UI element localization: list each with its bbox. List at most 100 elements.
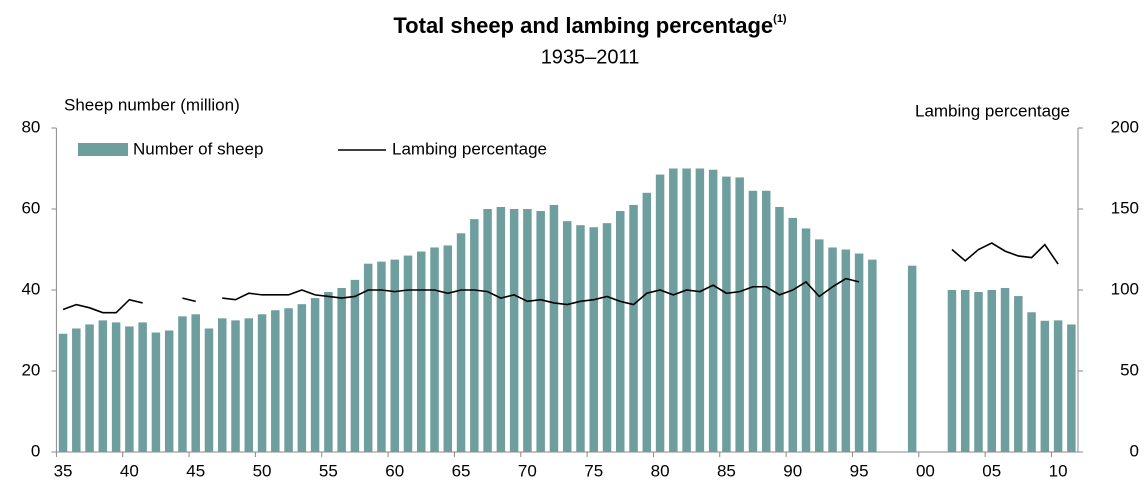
bar (828, 247, 837, 452)
bar (271, 310, 280, 452)
x-tick-label: 40 (120, 461, 139, 480)
bar (337, 287, 346, 452)
title-text: Total sheep and lambing percentage (393, 13, 773, 38)
x-tick-label: 05 (982, 461, 1001, 480)
bar (523, 209, 532, 452)
bar (602, 223, 612, 452)
bar (363, 263, 373, 452)
bar (974, 292, 983, 452)
x-tick-label: 55 (319, 461, 338, 480)
bar (854, 253, 864, 452)
x-tick-label: 85 (717, 461, 736, 480)
bar (735, 177, 744, 452)
bar (178, 316, 187, 452)
x-tick-label: 35 (54, 461, 73, 480)
bar (85, 324, 94, 452)
x-tick-label: 45 (186, 461, 205, 480)
x-tick-label: 70 (518, 461, 537, 480)
y-tick-label: 0 (31, 441, 40, 460)
y2-tick-label: 100 (1111, 279, 1139, 298)
bar (284, 308, 293, 452)
bar (708, 169, 718, 452)
bar (72, 328, 81, 452)
bar (324, 292, 333, 452)
bar (111, 322, 121, 452)
bar (682, 168, 691, 452)
bar (629, 204, 638, 452)
bar (536, 211, 545, 452)
bar (841, 249, 851, 452)
bar (151, 332, 161, 452)
bar (430, 247, 439, 452)
bar (868, 259, 877, 452)
x-tick-label: 10 (1049, 461, 1068, 480)
bar (58, 333, 68, 452)
bar (1040, 320, 1050, 452)
chart-subtitle: 1935–2011 (541, 46, 640, 68)
line (222, 277, 860, 306)
bar (98, 320, 108, 452)
x-tick-label: 75 (584, 461, 603, 480)
bar (1027, 312, 1036, 452)
bar (669, 168, 678, 452)
bar (748, 190, 758, 452)
x-tick-label: 00 (916, 461, 935, 480)
chart-title: Total sheep and lambing percentage(1) (393, 13, 787, 38)
bar (616, 211, 625, 452)
bar (470, 219, 479, 452)
x-tick-label: 65 (452, 461, 471, 480)
line (62, 298, 143, 314)
bar (1000, 287, 1010, 452)
bar (257, 314, 267, 452)
title-note: (1) (773, 13, 787, 25)
legend-label: Number of sheep (133, 139, 263, 158)
y-tick-label: 80 (21, 117, 40, 136)
bar (695, 168, 705, 452)
bar (987, 290, 997, 452)
line (951, 242, 1059, 265)
bar (217, 318, 227, 452)
bar (509, 209, 519, 452)
y-tick-label: 60 (21, 198, 40, 217)
bar (907, 265, 917, 452)
bar (801, 228, 811, 452)
legend-label: Lambing percentage (392, 139, 547, 158)
bar (417, 251, 426, 452)
bar (960, 290, 970, 452)
bar (483, 209, 492, 452)
bar (576, 225, 585, 452)
bar (377, 261, 386, 452)
bar (191, 314, 200, 452)
legend-swatch (78, 143, 128, 156)
bar (125, 326, 134, 452)
bar (204, 328, 214, 452)
y2-tick-label: 0 (1130, 441, 1139, 460)
y-tick-label: 40 (21, 279, 40, 298)
y2-axis-label: Lambing percentage (915, 101, 1070, 120)
bar (1053, 320, 1063, 452)
bar (655, 174, 665, 452)
y2-tick-label: 200 (1111, 117, 1139, 136)
bar (947, 290, 957, 452)
bar (443, 245, 453, 452)
bar (1067, 324, 1076, 452)
x-tick-label: 95 (850, 461, 869, 480)
bar (562, 221, 572, 452)
bar (642, 192, 652, 453)
bar (138, 322, 147, 452)
y-tick-label: 20 (21, 360, 40, 379)
bar (350, 279, 360, 452)
bar (244, 318, 254, 452)
line (182, 297, 196, 303)
bar (788, 217, 797, 452)
bar (164, 330, 174, 452)
x-tick-label: 80 (651, 461, 670, 480)
x-tick-label: 50 (253, 461, 272, 480)
bar (310, 298, 320, 452)
bar (815, 239, 824, 452)
bar (390, 259, 399, 452)
x-tick-label: 60 (385, 461, 404, 480)
y2-tick-label: 150 (1111, 198, 1139, 217)
bar (403, 255, 413, 452)
